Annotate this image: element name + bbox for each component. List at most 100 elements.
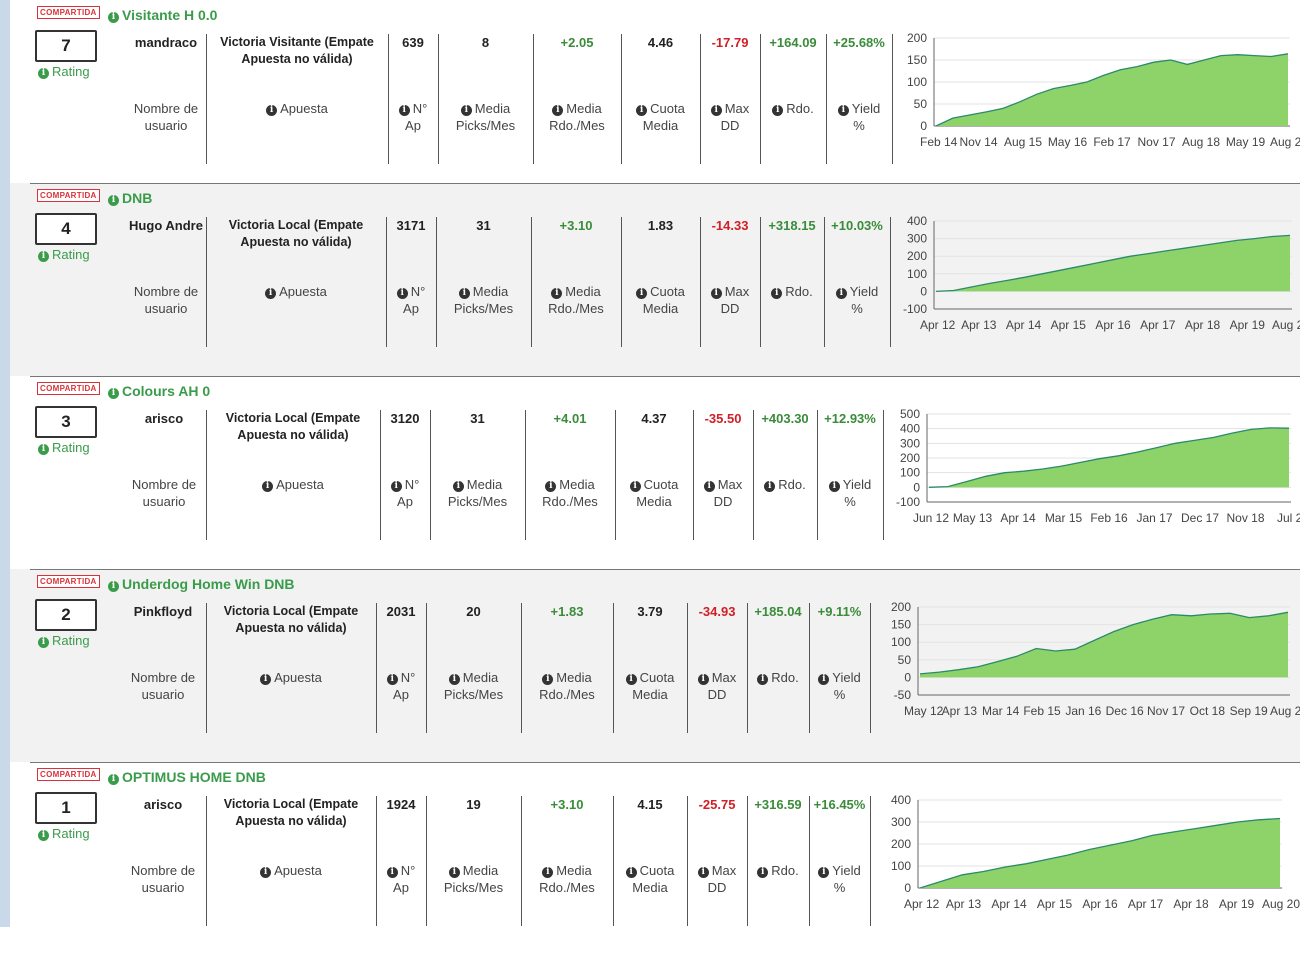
avg-result-value: +4.01 (553, 411, 587, 426)
info-icon: i (542, 867, 554, 878)
profit-line (919, 817, 1281, 889)
panel-divider (30, 183, 1300, 184)
tipster-title-link[interactable]: i DNB (108, 190, 152, 206)
result-value: +318.15 (768, 218, 816, 233)
username-label: Nombre de usuario (120, 669, 206, 703)
column-separator (826, 34, 827, 164)
info-icon: i (771, 288, 783, 299)
column-separator (700, 34, 701, 164)
x-tick-label: Apr 13 (946, 897, 982, 911)
info-icon: i (108, 774, 119, 785)
num-bets-value: 3120 (390, 411, 420, 426)
x-tick-label: Apr 14 (1000, 511, 1036, 525)
label-text: N° (410, 284, 426, 299)
tipster-title-link[interactable]: i OPTIMUS HOME DNB (108, 769, 266, 785)
x-tick-label: Feb 15 (1023, 704, 1061, 718)
y-tick-label: 400 (900, 422, 920, 436)
label-text: Rdo./Mes (539, 880, 595, 895)
info-icon: i (448, 867, 460, 878)
username-value[interactable]: arisco (144, 411, 184, 426)
avg-picks-value: 20 (466, 604, 481, 619)
x-tick-label: Apr 14 (991, 897, 1027, 911)
column-separator (426, 796, 427, 926)
rating-text: Rating (52, 633, 90, 648)
username-value[interactable]: arisco (143, 797, 183, 812)
username-column: arisco Nombre de usuario (120, 796, 206, 926)
username-label: Nombre de usuario (126, 283, 206, 317)
x-tick-label: Apr 15 (1051, 318, 1087, 332)
info-icon: i (818, 867, 830, 878)
info-icon: i (265, 288, 277, 299)
tipster-title-link[interactable]: i Visitante H 0.0 (108, 7, 217, 23)
tipster-title-link[interactable]: i Underdog Home Win DNB (108, 576, 295, 592)
y-tick-label: -100 (903, 302, 927, 316)
info-icon: i (260, 867, 272, 878)
info-icon: i (757, 867, 769, 878)
label-text: Max (711, 670, 737, 685)
x-tick-label: Mar 15 (1045, 511, 1083, 525)
result-label: i Rdo. (760, 100, 826, 117)
username-value[interactable]: Hugo Andre (129, 218, 203, 233)
x-tick-label: Aug 18 (1182, 135, 1220, 149)
y-tick-label: 400 (891, 793, 911, 807)
yield-value: +10.03% (831, 218, 883, 233)
x-tick-label: Aug 20 (1262, 897, 1300, 911)
username-value[interactable]: Pinkfloyd (133, 604, 193, 619)
info-icon: i (38, 68, 49, 79)
avg-picks-value: 31 (476, 218, 491, 233)
label-text: Max (717, 477, 743, 492)
panel-divider (30, 762, 1300, 763)
result-column: +185.04 i Rdo. (747, 603, 809, 733)
username-value[interactable]: mandraco (134, 35, 198, 50)
info-icon: i (108, 195, 119, 206)
label-text: DD (720, 118, 740, 133)
x-tick-label: Feb 17 (1093, 135, 1131, 149)
label-text: Rdo./Mes (542, 494, 598, 509)
info-icon: i (458, 288, 470, 299)
yield-column: +16.45% i Yield% (809, 796, 870, 926)
result-value: +185.04 (754, 604, 802, 619)
info-icon: i (108, 388, 119, 399)
bet-type-label: i Apuesta (206, 862, 376, 879)
label-text: usuario (144, 118, 188, 133)
label-text: Yield (851, 101, 881, 116)
info-icon: i (542, 674, 554, 685)
avg-odds-label: i Cuota Media (613, 669, 687, 703)
result-column: +164.09 i Rdo. (760, 34, 826, 164)
info-icon: i (390, 481, 402, 492)
num-bets-column: 639 i N° Ap (388, 34, 438, 164)
num-bets-column: 3171 i N° Ap (386, 217, 436, 347)
avg-picks-column: 20 i Media Picks/Mes (426, 603, 521, 733)
bet-type-label: i Apuesta (206, 669, 376, 686)
profit-chart: 400 300 200 100 0 Apr 12 Apr 13 Apr 14 Apr 15 Apr… (891, 793, 1300, 911)
y-tick-label: 50 (898, 653, 912, 667)
x-tick-label: May 12 (904, 704, 944, 718)
avg-result-label: i Media Rdo./Mes (521, 669, 613, 703)
column-separator (890, 217, 891, 347)
avg-picks-label: i Media Picks/Mes (426, 669, 521, 703)
tipster-title-link[interactable]: i Colours AH 0 (108, 383, 210, 399)
x-tick-label: Nov 17 (1137, 135, 1175, 149)
bet-type-value: Victoria Local (Empate Apuesta no válida… (223, 604, 359, 635)
x-tick-label: Apr 19 (1230, 318, 1266, 332)
x-tick-label: Apr 19 (1219, 897, 1255, 911)
info-icon: i (396, 288, 408, 299)
column-separator (430, 410, 431, 540)
column-separator (747, 796, 748, 926)
y-tick-label: -100 (896, 495, 920, 509)
y-tick-label: 100 (891, 635, 911, 649)
info-icon: i (38, 251, 49, 262)
y-tick-label: 100 (907, 267, 927, 281)
label-text: Ap (393, 880, 409, 895)
info-icon: i (262, 481, 274, 492)
avg-picks-column: 19 i Media Picks/Mes (426, 796, 521, 926)
max-drawdown-value: -14.33 (711, 218, 749, 233)
tipster-panel: COMPARTIDA i Colours AH 0 3 i Rating arisco Nom… (10, 376, 1300, 569)
avg-picks-value: 19 (466, 797, 481, 812)
avg-odds-column: 4.37 i Cuota Media (615, 410, 693, 540)
x-tick-label: Apr 13 (961, 318, 997, 332)
avg-odds-label: i Cuota Media (613, 862, 687, 896)
x-tick-label: Apr 18 (1185, 318, 1221, 332)
column-separator (687, 796, 688, 926)
y-tick-label: 200 (907, 249, 927, 263)
